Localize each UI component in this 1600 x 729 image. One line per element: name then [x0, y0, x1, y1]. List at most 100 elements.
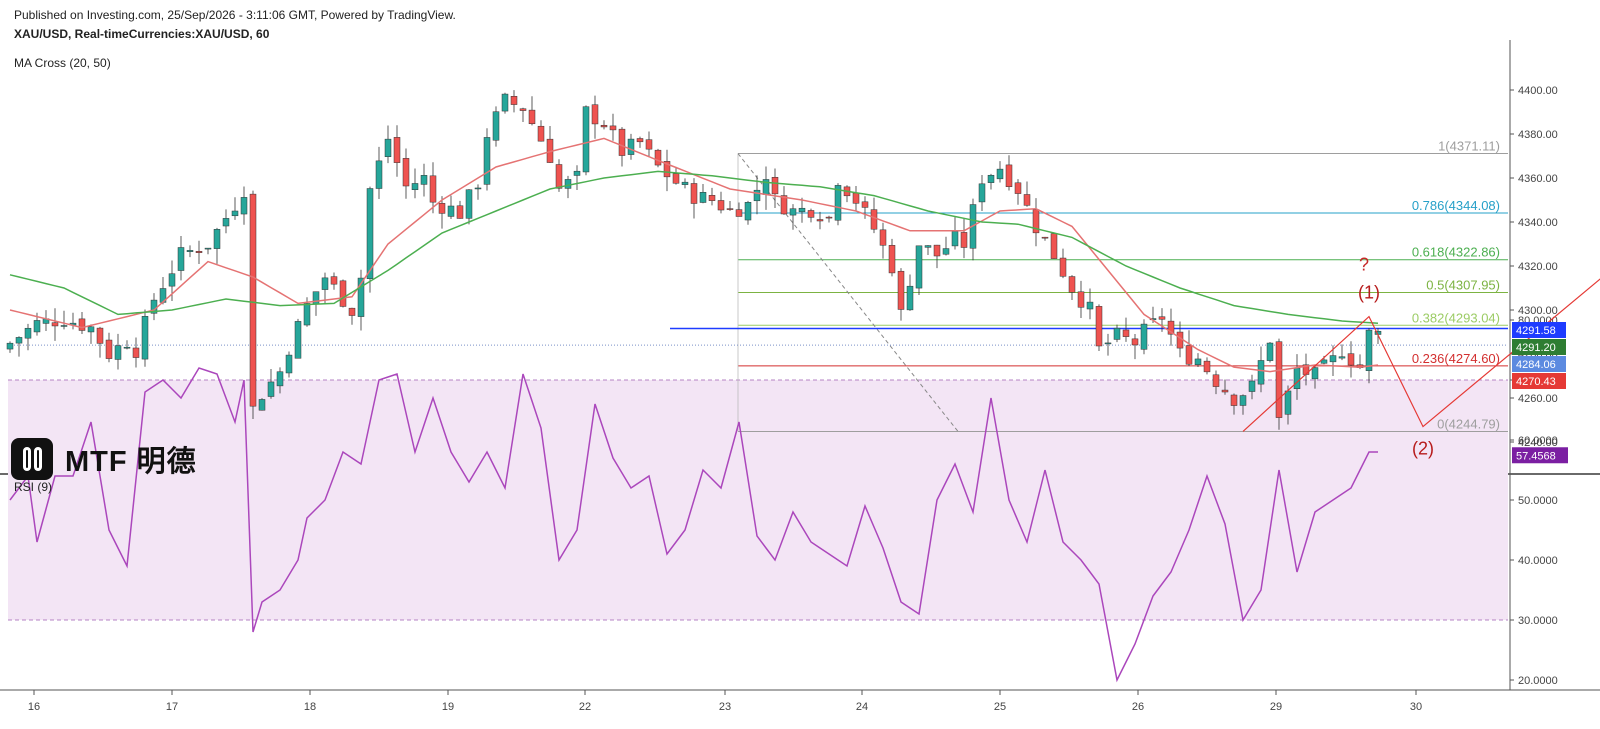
candle: [321, 277, 329, 290]
fib-label: 0.382(4293.04): [1412, 310, 1500, 325]
price-tick-label: 4340.00: [1518, 217, 1558, 229]
candle: [690, 183, 698, 204]
candle: [1329, 355, 1337, 363]
candle: [528, 109, 536, 125]
candle: [213, 229, 221, 249]
candle: [861, 201, 869, 208]
candle: [114, 345, 122, 360]
published-note: Published on Investing.com, 25/Sep/2026 …: [14, 8, 456, 22]
price-tick-label: 4320.00: [1518, 261, 1558, 273]
candle: [852, 192, 860, 204]
candle: [1140, 323, 1148, 350]
price-tag: [1512, 356, 1566, 372]
rsi-tick-label: 30.0000: [1518, 615, 1558, 627]
mtf-logo-icon: [11, 438, 53, 480]
candle: [231, 210, 239, 217]
candle: [618, 128, 626, 156]
candle: [960, 232, 968, 248]
candle: [537, 125, 545, 142]
time-tick-label: 16: [28, 701, 40, 713]
candle: [222, 218, 230, 227]
candle: [276, 371, 284, 387]
candle: [1050, 233, 1058, 259]
candle: [123, 346, 131, 349]
time-tick-label: 23: [719, 701, 731, 713]
candle: [789, 208, 797, 216]
candle: [393, 137, 401, 163]
candle: [177, 247, 185, 271]
candle: [96, 327, 104, 344]
candle: [672, 173, 680, 184]
time-tick-label: 24: [856, 701, 868, 713]
candle: [1320, 359, 1328, 364]
candle: [105, 339, 113, 359]
candle: [780, 195, 788, 215]
candle: [573, 170, 581, 176]
candle: [1194, 358, 1202, 366]
candle: [312, 291, 320, 305]
price-tag-label: 4291.20: [1516, 342, 1556, 354]
candle: [627, 138, 635, 155]
candle: [1167, 320, 1175, 335]
candle: [492, 111, 500, 141]
wave-label: (1): [1358, 283, 1380, 303]
candle: [636, 138, 644, 143]
candle: [285, 354, 293, 374]
candle: [1248, 380, 1256, 392]
candle: [924, 245, 932, 248]
candle: [816, 219, 824, 222]
candle: [375, 160, 383, 189]
candle: [330, 276, 338, 285]
price-tick-label: 4240.00: [1518, 437, 1558, 449]
candle: [879, 229, 887, 246]
time-tick-label: 22: [579, 701, 591, 713]
candle: [771, 176, 779, 195]
candle: [1266, 342, 1274, 361]
candle: [825, 216, 833, 219]
candle: [951, 231, 959, 247]
candle: [168, 273, 176, 287]
candle: [1239, 395, 1247, 406]
candle: [1104, 342, 1112, 345]
candle: [15, 337, 23, 344]
time-tick-label: 26: [1132, 701, 1144, 713]
candle: [555, 164, 563, 189]
candle: [1311, 367, 1319, 380]
candle: [735, 209, 743, 217]
candle: [1131, 338, 1139, 346]
candle: [942, 248, 950, 255]
candle: [1293, 367, 1301, 389]
candle: [1041, 236, 1049, 239]
candle: [996, 168, 1004, 180]
candle: [888, 245, 896, 274]
candle: [510, 96, 518, 105]
candle: [303, 303, 311, 326]
time-tick-label: 25: [994, 701, 1006, 713]
mtf-logo-text: MTF 明德: [65, 446, 197, 478]
ma-fast-line: [9, 137, 1379, 373]
candle: [645, 139, 653, 150]
candle: [186, 250, 194, 252]
candle: [267, 381, 275, 397]
price-tick-label: 4400.00: [1518, 85, 1558, 97]
candle: [591, 104, 599, 125]
candle: [1275, 341, 1283, 418]
candle: [60, 325, 68, 327]
fib-label: 0.618(4322.86): [1412, 245, 1500, 260]
candle: [897, 270, 905, 310]
candle: [753, 189, 761, 202]
price-tick-label: 4380.00: [1518, 129, 1558, 141]
candle: [1185, 345, 1193, 365]
candle: [258, 399, 266, 411]
price-tag: [1512, 339, 1566, 355]
candle: [474, 187, 482, 190]
candle: [348, 307, 356, 316]
candle: [1338, 356, 1346, 359]
rsi-value-tag: [1512, 447, 1568, 464]
rsi-band: [8, 380, 1508, 620]
rsi-tick-label: 40.0000: [1518, 555, 1558, 567]
candle: [438, 203, 446, 214]
candle: [249, 193, 257, 407]
